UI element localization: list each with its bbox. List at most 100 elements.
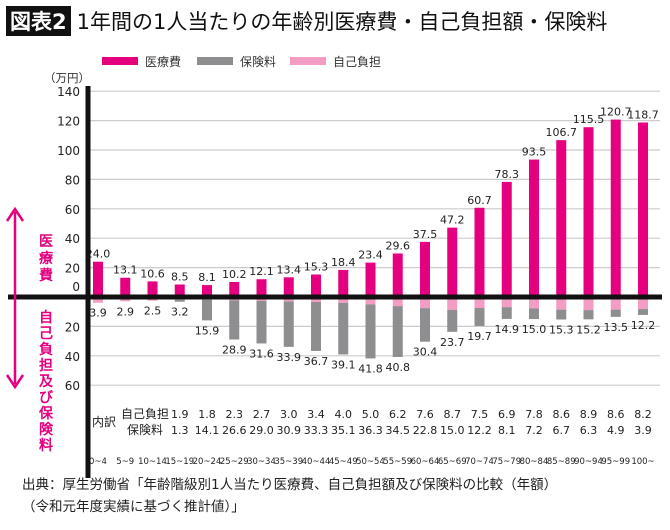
lower-value-label: 3.9 (89, 307, 107, 320)
medical-bar (311, 274, 321, 297)
medical-value-label: 37.5 (413, 228, 438, 241)
lower-value-label: 15.9 (195, 324, 220, 337)
insurance-bar (447, 309, 458, 332)
title-bar: 図表2 1年間の1人当たりの年齢別医療費・自己負担額・保険料 (6, 6, 607, 36)
legend-label: 自己負担 (333, 55, 381, 69)
source-line-1: 出典：厚生労働省「年齢階級別1人当たり医療費、自己負担額及び保険料の比較（年額） (22, 477, 558, 493)
lower-side-label-char: 料 (39, 437, 53, 454)
self-pay-bar (420, 297, 430, 309)
table-insurance-value: 6.7 (553, 424, 571, 437)
medical-value-label: 120.7 (600, 106, 632, 119)
table-self-pay-value: 3.0 (280, 408, 298, 421)
insurance-bar (283, 301, 294, 347)
insurance-bar (529, 308, 539, 320)
table-self-pay-value: 3.4 (307, 408, 325, 421)
medical-value-label: 13.4 (277, 263, 302, 276)
medical-bar (447, 227, 458, 297)
lower-side-label-char: 険 (39, 421, 54, 438)
y-tick-label: 80 (65, 173, 80, 187)
lower-value-label: 14.9 (495, 323, 520, 336)
insurance-bar (392, 306, 403, 357)
medical-bar (583, 127, 594, 297)
table-self-pay-value: 2.3 (226, 408, 244, 421)
table-insurance-value: 33.3 (304, 424, 329, 437)
self-pay-bar (529, 297, 539, 309)
medical-bar (283, 277, 294, 297)
legend-label: 医療費 (145, 54, 181, 69)
legend-swatch (290, 57, 326, 65)
lower-side-label-char: び (39, 390, 54, 406)
legend-label: 保険料 (240, 55, 276, 69)
self-pay-row-label: 自己負担 (121, 407, 169, 421)
medical-bar (556, 140, 567, 297)
x-tick-label: 65~69 (438, 457, 467, 467)
self-pay-bar (610, 297, 621, 310)
self-pay-bar (93, 297, 103, 303)
self-pay-bar (474, 297, 485, 309)
table-insurance-value: 35.1 (331, 424, 356, 437)
lower-value-label: 30.4 (413, 346, 438, 359)
medical-value-label: 93.5 (522, 146, 547, 159)
medical-value-label: 8.5 (171, 271, 189, 284)
lower-value-label: 23.7 (440, 336, 465, 349)
medical-value-label: 23.4 (358, 249, 383, 262)
table-self-pay-value: 4.0 (335, 408, 353, 421)
insurance-bar (420, 308, 430, 342)
medical-bar (529, 159, 539, 297)
lower-value-label: 36.7 (304, 355, 329, 368)
medical-value-label: 12.1 (249, 265, 274, 278)
y-tick-label: 100 (57, 144, 80, 158)
lower-side-label-char: 自 (39, 309, 53, 326)
insurance-bar (202, 299, 212, 321)
medical-value-label: 8.1 (198, 271, 216, 284)
medical-bar (365, 262, 376, 297)
medical-value-label: 10.2 (222, 268, 247, 281)
insurance-bar (365, 304, 376, 359)
y-tick-label: 140 (57, 85, 80, 99)
x-tick-label: 20~24 (193, 457, 222, 467)
insurance-bar (174, 299, 185, 302)
table-insurance-value: 1.3 (171, 424, 189, 437)
upper-side-label-char: 療 (39, 250, 54, 267)
self-pay-bar (556, 297, 567, 310)
upper-side-label-char: 医 (39, 234, 53, 250)
legend-swatch (102, 57, 138, 65)
x-tick-label: 10~14 (138, 457, 167, 467)
x-tick-label: 95~99 (601, 457, 630, 467)
medical-bar (392, 253, 403, 297)
table-insurance-value: 30.9 (277, 424, 302, 437)
x-tick-label: 35~39 (274, 457, 303, 467)
table-self-pay-value: 8.6 (553, 408, 571, 421)
x-tick-label: 40~44 (302, 457, 331, 467)
medical-bar (638, 122, 648, 297)
y-tick-label: 0 (72, 280, 80, 294)
self-pay-bar (638, 297, 648, 310)
insurance-bar (638, 309, 648, 315)
y-tick-label: 20 (65, 262, 80, 276)
figure-badge: 図表2 (6, 6, 71, 36)
table-self-pay-value: 5.0 (362, 408, 380, 421)
table-insurance-value: 15.0 (440, 424, 465, 437)
lower-value-label: 3.2 (171, 306, 189, 319)
insurance-bar (474, 308, 485, 326)
table-insurance-value: 34.5 (386, 424, 411, 437)
y-tick-label: 120 (57, 115, 80, 129)
table-self-pay-value: 7.8 (525, 408, 543, 421)
lower-value-label: 39.1 (331, 358, 356, 371)
insurance-bar (229, 300, 240, 340)
medical-bar (174, 284, 185, 297)
x-tick-label: 60~64 (411, 457, 440, 467)
table-self-pay-value: 6.9 (498, 408, 516, 421)
medical-value-label: 24.0 (86, 248, 111, 261)
table-insurance-value: 3.9 (634, 424, 652, 437)
self-pay-bar (392, 297, 403, 307)
medical-value-label: 15.3 (304, 261, 329, 274)
lower-value-label: 31.6 (249, 347, 274, 360)
table-self-pay-value: 7.6 (416, 408, 434, 421)
table-self-pay-value: 1.8 (198, 408, 216, 421)
breakdown-label: 内訳 (92, 414, 116, 429)
y-tick-label: 60 (65, 203, 80, 217)
medical-value-label: 13.1 (113, 264, 138, 277)
medical-bar (474, 207, 485, 297)
